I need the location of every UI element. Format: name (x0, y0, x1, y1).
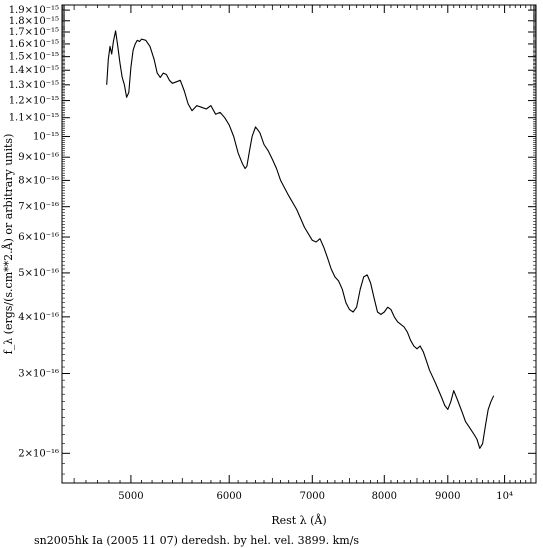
y-tick-label: 6×10⁻¹⁶ (18, 232, 59, 243)
y-tick-label: 1.4×10⁻¹⁵ (9, 65, 59, 76)
plot-frame (61, 4, 537, 484)
y-tick-label: 1.3×10⁻¹⁵ (9, 80, 59, 91)
y-tick-label: 7×10⁻¹⁶ (18, 202, 59, 213)
y-axis-title: f_λ (ergs/(s.cm**2.Å) or arbitrary units… (1, 134, 15, 355)
x-tick-label: 7000 (300, 491, 325, 502)
x-tick-label: 5000 (118, 491, 143, 502)
y-tick-label: 1.5×10⁻¹⁵ (9, 52, 59, 63)
y-tick-label: 8×10⁻¹⁶ (18, 175, 59, 186)
chart-caption: sn2005hk Ia (2005 11 07) deredsh. by hel… (34, 534, 359, 547)
spectrum-line (106, 30, 495, 449)
x-axis-title: Rest λ (Å) (271, 513, 326, 527)
x-tick-label: 10⁴ (496, 491, 513, 502)
y-tick-label: 3×10⁻¹⁶ (18, 368, 59, 379)
y-tick-label: 1.2×10⁻¹⁵ (9, 96, 59, 107)
series-layer (106, 30, 495, 449)
x-tick-label: 9000 (435, 491, 460, 502)
x-tick-label: 6000 (216, 491, 241, 502)
x-tick-label: 8000 (372, 491, 397, 502)
y-tick-label: 1.9×10⁻¹⁵ (9, 5, 59, 16)
y-tick-label: 1.7×10⁻¹⁵ (9, 27, 59, 38)
y-tick-label: 10⁻¹⁵ (33, 131, 59, 142)
y-tick-label: 1.1×10⁻¹⁵ (9, 113, 59, 124)
y-tick-label: 1.8×10⁻¹⁵ (9, 16, 59, 27)
y-tick-label: 5×10⁻¹⁶ (18, 268, 59, 279)
y-tick-label: 1.6×10⁻¹⁵ (9, 39, 59, 50)
y-tick-label: 2×10⁻¹⁶ (18, 448, 59, 459)
y-axis-ticks: 2×10⁻¹⁶ 3×10⁻¹⁶ 4×10⁻¹⁶ 5×10⁻¹⁶ 6×10⁻¹⁶ 7×10⁻… (9, 4, 536, 475)
y-tick-label: 4×10⁻¹⁶ (18, 312, 59, 323)
x-axis-ticks: 5000 6000 7000 8000 9000 10⁴ (73, 5, 532, 502)
y-tick-label: 9×10⁻¹⁶ (18, 152, 59, 163)
